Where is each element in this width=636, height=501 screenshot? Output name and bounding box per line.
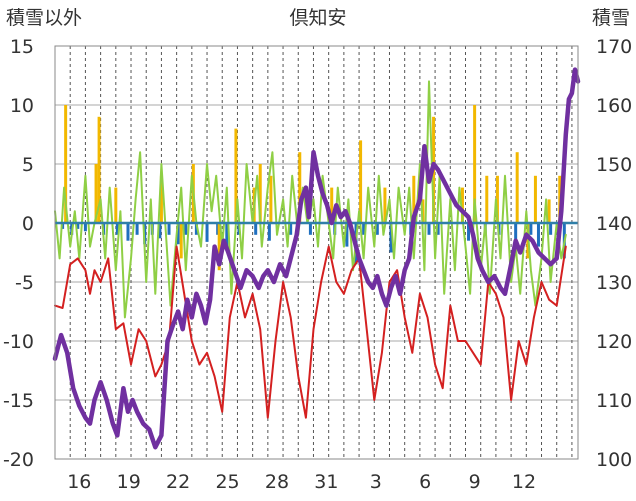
snowfall-bar [114, 187, 118, 223]
snowfall-bar [485, 175, 489, 223]
y-left-tick-label: -20 [3, 449, 34, 471]
y-right-tick-label: 160 [596, 95, 632, 117]
plot-frame [54, 45, 579, 460]
snowfall-bar [258, 164, 262, 223]
y-left-tick-label: 15 [10, 36, 34, 58]
x-tick-label: 16 [67, 471, 91, 493]
snowfall-bar [97, 116, 101, 223]
snowfall-bar [179, 223, 183, 259]
precip-bar [184, 223, 188, 235]
precip-bar [167, 223, 171, 235]
y-right-tick-label: 100 [596, 449, 632, 471]
precip-bar [362, 223, 366, 235]
y-right-label: 積雪 [592, 7, 630, 29]
snowfall-bar [383, 187, 387, 223]
precip-bar [267, 223, 271, 241]
snowfall-bar [533, 175, 537, 223]
precip-bar [225, 223, 229, 247]
precip-bar [254, 223, 258, 235]
y-left-tick-label: 10 [10, 95, 34, 117]
precip-bar [205, 223, 209, 242]
precip-bar [126, 223, 130, 241]
precip-bar [514, 223, 518, 247]
snowfall-bar [515, 152, 519, 223]
y-right-tick-label: 170 [596, 36, 632, 58]
x-tick-label: 22 [166, 471, 190, 493]
snowfall-bar [217, 223, 221, 271]
snowfall-bar [298, 152, 302, 223]
x-tick-label: 28 [265, 471, 289, 493]
x-tick-label: 12 [512, 471, 536, 493]
snowfall-bar [460, 187, 464, 223]
x-tick-label: 9 [469, 471, 481, 493]
series-layer [52, 67, 581, 450]
precip-bar [83, 223, 87, 232]
x-tick-label: 3 [370, 471, 382, 493]
precip-bar [289, 223, 293, 235]
precip-bar [529, 223, 533, 235]
snowfall-bar [330, 187, 334, 223]
precip-bar [216, 223, 220, 235]
precip-bar [549, 223, 553, 235]
precip-bar [194, 223, 198, 235]
y-left-tick-label: -10 [3, 331, 34, 353]
precip-bar [345, 223, 349, 247]
y-right-tick-label: 110 [596, 390, 632, 412]
precip-bar [115, 223, 119, 235]
x-tick-label: 25 [215, 471, 239, 493]
snowfall-bar [159, 175, 163, 223]
precip-bar [76, 223, 80, 229]
y-left-label: 積雪以外 [6, 7, 82, 29]
precip-bar [375, 223, 379, 235]
precip-bar [536, 223, 540, 247]
snowfall-bar [473, 105, 477, 223]
snowfall-bar [94, 164, 98, 223]
y-right-tick-label: 150 [596, 154, 632, 176]
chart-title: 倶知安 [289, 7, 346, 29]
y-left-tick-label: 5 [22, 154, 34, 176]
y-left-tick-label: -5 [15, 272, 34, 294]
y-right-tick-label: 130 [596, 272, 632, 294]
snowfall-bar [234, 128, 238, 223]
snowfall-bar [359, 140, 363, 223]
precip-bar [176, 223, 180, 245]
snowfall-bar [412, 175, 416, 223]
snowfall-bar [547, 199, 551, 223]
snowfall-bar [421, 199, 425, 223]
ticks: 15 10 5 0 -5 -10 -15 -20 170 160 150 140 130 120 110 10… [3, 36, 632, 493]
precip-bar [467, 223, 471, 241]
snowfall-bar [495, 175, 499, 223]
x-tick-label: 6 [419, 471, 431, 493]
y-left-tick-label: 0 [22, 213, 34, 235]
snowfall-bar [269, 175, 273, 223]
precip-bar [427, 223, 431, 235]
y-right-tick-label: 140 [596, 213, 632, 235]
x-tick-label: 31 [314, 471, 338, 493]
snow-depth-line [52, 67, 581, 450]
precip-bar [135, 223, 139, 235]
snowfall-bar [64, 105, 68, 223]
y-right-tick-label: 120 [596, 331, 632, 353]
precip-bar [158, 223, 162, 239]
precip-bar [308, 223, 312, 235]
y-left-tick-label: -15 [3, 390, 34, 412]
x-tick-label: 19 [117, 471, 141, 493]
precip-bar [436, 223, 440, 235]
precip-bar [389, 223, 393, 253]
temperature-line [54, 245, 567, 419]
